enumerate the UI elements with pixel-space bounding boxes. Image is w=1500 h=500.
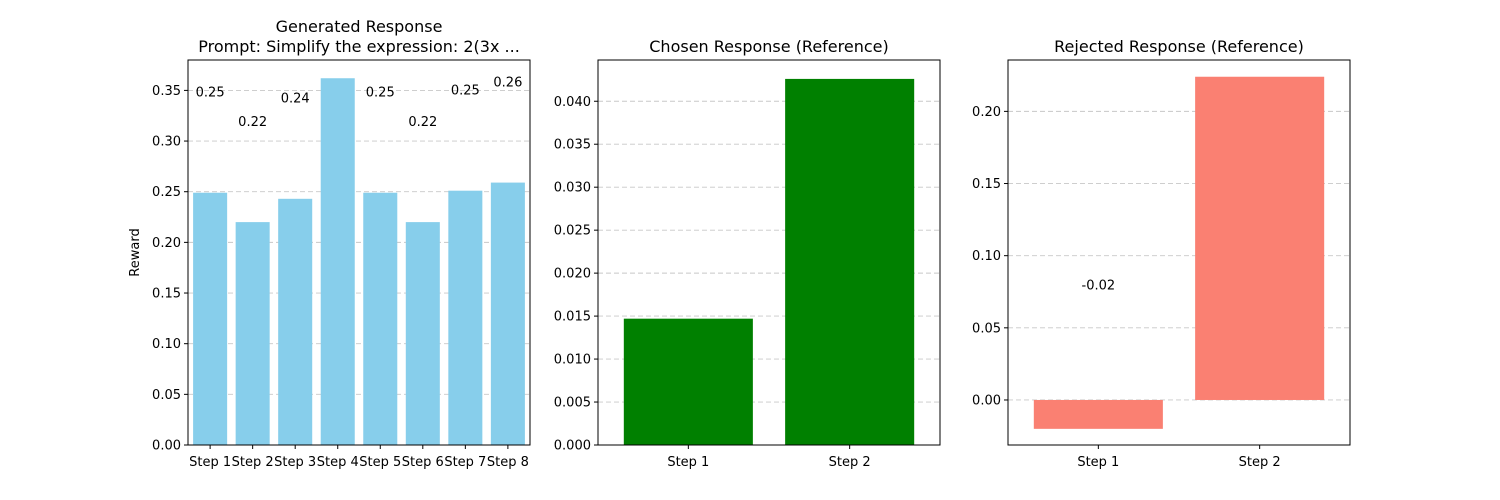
x-tick-label: Step 7 — [444, 455, 486, 470]
chart-panel-1: 0.25 0.22 0.24 0.25 0.22 0.25 0.26 0.00 0.05 0.10… — [128, 17, 531, 470]
y-tick-label: 0.000 — [554, 439, 591, 454]
y-tick-label: 0.30 — [152, 135, 181, 150]
bar-step-2 — [235, 222, 270, 445]
y-tick-label: 0.10 — [152, 337, 181, 352]
chart-panel-2: 0.000 0.005 0.010 0.015 0.020 0.025 0.030 0.035… — [554, 37, 941, 470]
x-tick-label: Step 1 — [189, 455, 231, 470]
data-label: 0.24 — [281, 91, 310, 106]
bar-step-5 — [363, 192, 398, 445]
chart-subtitle: Prompt: Simplify the expression: 2(3x ..… — [198, 37, 520, 56]
bar-step-1 — [623, 318, 753, 445]
data-label: 0.25 — [196, 85, 225, 100]
data-label: 0.26 — [493, 75, 522, 90]
chart-title: Rejected Response (Reference) — [1054, 37, 1304, 56]
y-tick-label: 0.10 — [972, 249, 1001, 264]
x-tick-label: Step 1 — [1077, 455, 1119, 470]
y-axis-label: Reward — [128, 228, 143, 276]
y-tick-label: 0.025 — [554, 224, 591, 239]
x-tick-label: Step 5 — [359, 455, 401, 470]
y-tick-label: 0.00 — [972, 393, 1001, 408]
chart-panel-3: -0.02 0.00 0.05 0.10 0.15 0.20 Step 1 Step 2 Rej… — [972, 37, 1351, 470]
bar-step-4 — [320, 78, 355, 445]
y-tick-label: 0.15 — [152, 287, 181, 302]
y-tick-label: 0.030 — [554, 181, 591, 196]
chart-title: Generated Response — [276, 17, 443, 36]
y-tick-label: 0.25 — [152, 185, 181, 200]
bar-step-2 — [1195, 76, 1325, 400]
y-tick-label: 0.20 — [152, 236, 181, 251]
x-tick-label: Step 1 — [667, 455, 709, 470]
chart-title: Chosen Response (Reference) — [649, 37, 889, 56]
y-tick-label: 0.35 — [152, 84, 181, 99]
y-tick-label: 0.05 — [972, 321, 1001, 336]
bar-step-3 — [278, 198, 313, 445]
x-tick-label: Step 2 — [829, 455, 871, 470]
bar-step-1 — [193, 192, 228, 445]
y-tick-label: 0.010 — [554, 353, 591, 368]
y-tick-label: 0.040 — [554, 95, 591, 110]
y-tick-label: 0.005 — [554, 396, 591, 411]
data-label: 0.22 — [408, 115, 437, 130]
plot-frame — [1007, 59, 1351, 446]
bar-step-8 — [490, 182, 525, 445]
bar-step-7 — [448, 190, 483, 445]
bar-step-1 — [1033, 399, 1163, 429]
y-tick-label: 0.015 — [554, 310, 591, 325]
x-tick-label: Step 4 — [317, 455, 359, 470]
data-label: 0.25 — [451, 83, 480, 98]
x-tick-label: Step 3 — [274, 455, 316, 470]
y-tick-label: 0.020 — [554, 267, 591, 282]
y-tick-label: 0.00 — [152, 439, 181, 454]
plot-frame — [187, 59, 531, 446]
y-tick-label: 0.035 — [554, 138, 591, 153]
data-label: 0.25 — [366, 85, 395, 100]
x-tick-label: Step 6 — [402, 455, 444, 470]
y-tick-label: 0.20 — [972, 105, 1001, 120]
data-label: -0.02 — [1082, 279, 1116, 294]
x-tick-label: Step 2 — [1239, 455, 1281, 470]
x-tick-label: Step 8 — [487, 455, 529, 470]
plot-frame — [597, 59, 941, 446]
y-tick-label: 0.05 — [152, 388, 181, 403]
bar-step-2 — [785, 78, 915, 445]
data-label: 0.22 — [238, 115, 267, 130]
bar-step-6 — [405, 222, 440, 445]
x-tick-label: Step 2 — [232, 455, 274, 470]
y-tick-label: 0.15 — [972, 177, 1001, 192]
